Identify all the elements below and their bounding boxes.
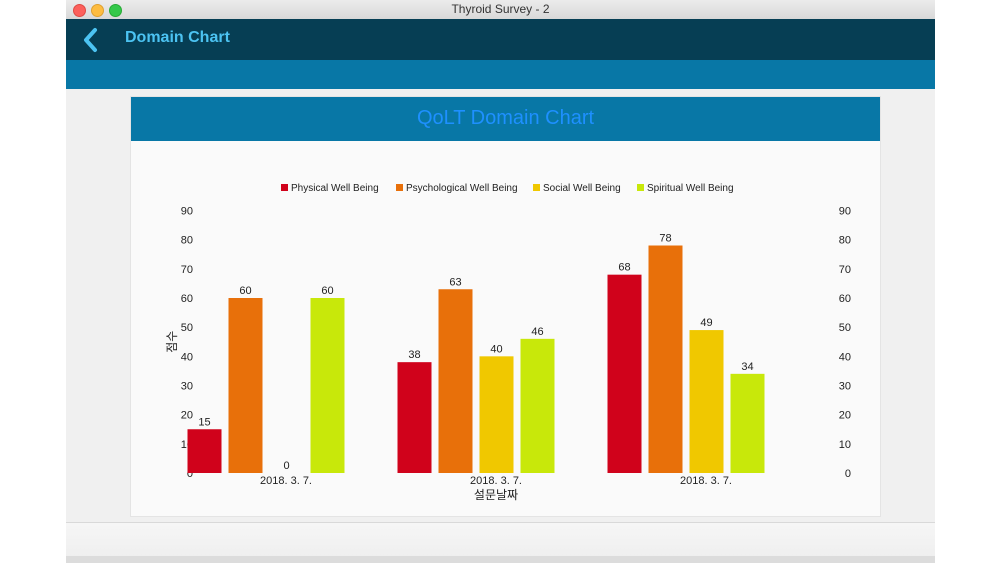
y2-tick-label: 60 <box>839 293 851 305</box>
minimize-window-button[interactable] <box>91 4 104 17</box>
legend-item: Social Well Being <box>533 183 621 194</box>
legend-swatch <box>533 184 540 191</box>
y-tick-label: 70 <box>181 264 193 276</box>
bar-spiritual-well-being <box>310 298 345 473</box>
bar-social-well-being <box>479 356 514 473</box>
y-tick-label: 0 <box>187 468 193 480</box>
bar-social-well-being <box>689 330 724 473</box>
y-axis-label: 점수 <box>165 331 179 353</box>
bar-value-label: 40 <box>490 343 502 355</box>
footer-bar <box>66 522 935 557</box>
y2-tick-label: 0 <box>845 468 851 480</box>
bar-value-label: 15 <box>198 416 210 428</box>
navbar: Domain Chart <box>66 19 935 60</box>
legend-item: Spiritual Well Being <box>637 183 734 194</box>
y2-tick-label: 80 <box>839 235 851 247</box>
legend-swatch <box>281 184 288 191</box>
y-tick-label: 40 <box>181 351 193 363</box>
y2-tick-label: 90 <box>839 206 851 218</box>
bar-physical-well-being <box>607 274 642 473</box>
legend-item: Physical Well Being <box>281 183 379 194</box>
y-tick-label: 50 <box>181 322 193 334</box>
chart-panel-header: QoLT Domain Chart <box>131 97 880 141</box>
chart-panel: QoLT Domain Chart 0 0 10 10 20 20 30 30 40 40 50 50… <box>130 96 881 517</box>
close-window-button[interactable] <box>73 4 86 17</box>
legend-swatch <box>396 184 403 191</box>
legend-item: Psychological Well Being <box>396 183 518 194</box>
bar-physical-well-being <box>397 362 432 473</box>
bar-value-label: 0 <box>283 460 289 472</box>
y-tick-label: 80 <box>181 235 193 247</box>
x-tick-label: 2018. 3. 7. <box>260 475 312 487</box>
legend-label: Spiritual Well Being <box>647 183 734 194</box>
legend-swatch <box>637 184 644 191</box>
bar-value-label: 46 <box>531 326 543 338</box>
bar-psychological-well-being <box>228 298 263 473</box>
x-axis-label: 설문날짜 <box>474 488 518 502</box>
bar-value-label: 68 <box>618 262 630 274</box>
y-tick-label: 60 <box>181 293 193 305</box>
bar-value-label: 60 <box>239 285 251 297</box>
y2-tick-label: 20 <box>839 410 851 422</box>
y2-tick-label: 70 <box>839 264 851 276</box>
y-tick-label: 90 <box>181 206 193 218</box>
legend-label: Physical Well Being <box>291 183 379 194</box>
y2-tick-label: 50 <box>839 322 851 334</box>
bar-value-label: 49 <box>700 317 712 329</box>
bar-physical-well-being <box>187 429 222 473</box>
maximize-window-button[interactable] <box>109 4 122 17</box>
page-title: Domain Chart <box>125 29 230 46</box>
window-title: Thyroid Survey - 2 <box>451 2 550 16</box>
bar-spiritual-well-being <box>730 373 765 473</box>
bar-spiritual-well-being <box>520 338 555 473</box>
back-button[interactable] <box>80 27 104 53</box>
bar-value-label: 60 <box>321 285 333 297</box>
footer-edge <box>66 556 935 563</box>
bar-value-label: 38 <box>408 349 420 361</box>
bar-psychological-well-being <box>438 289 473 473</box>
y2-tick-label: 40 <box>839 351 851 363</box>
bar-value-label: 63 <box>449 276 461 288</box>
app-window: Thyroid Survey - 2 Domain Chart QoLT Dom… <box>66 0 935 563</box>
accent-bar <box>66 60 935 89</box>
legend-label: Psychological Well Being <box>406 183 518 194</box>
legend-label: Social Well Being <box>543 183 621 194</box>
window-titlebar: Thyroid Survey - 2 <box>66 0 935 20</box>
y2-tick-label: 30 <box>839 381 851 393</box>
bar-value-label: 78 <box>659 233 671 245</box>
chevron-left-icon <box>84 28 97 52</box>
x-tick-label: 2018. 3. 7. <box>680 475 732 487</box>
x-tick-label: 2018. 3. 7. <box>470 475 522 487</box>
bar-psychological-well-being <box>648 245 683 473</box>
y-tick-label: 30 <box>181 381 193 393</box>
y2-tick-label: 10 <box>839 439 851 451</box>
chart-title: QoLT Domain Chart <box>416 107 595 129</box>
bar-value-label: 34 <box>741 361 753 373</box>
y-tick-label: 20 <box>181 410 193 422</box>
